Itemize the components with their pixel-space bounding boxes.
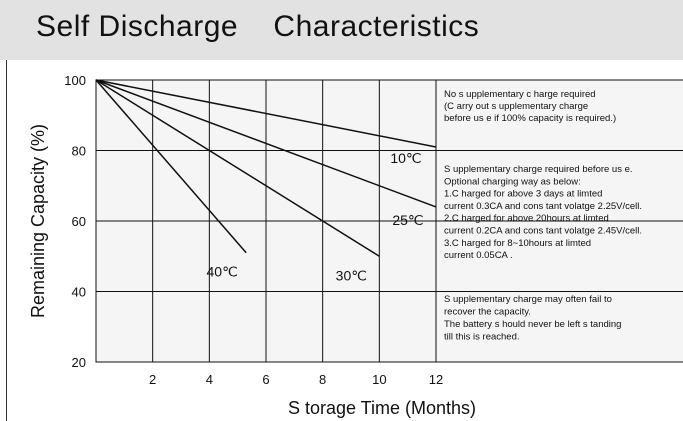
note-2-line-3: till this is reached. [444, 332, 520, 343]
x-tick-label-12: 12 [429, 372, 443, 387]
note-2-line-2: The battery s hould never be left s tand… [444, 319, 621, 330]
y-tick-label-40: 40 [72, 285, 86, 300]
y-axis-title: Remaining Capacity (%) [28, 124, 48, 318]
y-tick-label-20: 20 [72, 355, 86, 370]
note-0-line-2: before us e if 100% capacity is required… [444, 113, 616, 124]
note-2-line-0: S upplementary charge may often fail to [444, 294, 612, 305]
note-1-line-6: 3.C harged for 8~10hours at limted [444, 238, 591, 249]
note-1-line-3: current 0.3CA and cons tant volatge 2.25… [444, 201, 642, 212]
series-line-2 [95, 79, 380, 257]
note-1-line-7: current 0.05CA . [444, 250, 513, 261]
x-tick-label-4: 4 [206, 372, 213, 387]
note-2-line-1: recover the capacity. [444, 307, 531, 318]
x-tick-label-10: 10 [372, 372, 386, 387]
header-band: Self Discharge Characteristics [0, 0, 683, 60]
left-border [6, 60, 7, 421]
x-tick-label-6: 6 [262, 372, 269, 387]
y-tick-label-80: 80 [72, 144, 86, 159]
series-label-1: 25℃ [392, 212, 423, 228]
note-1-line-1: Optional charging way as below: [444, 176, 581, 187]
note-0-line-0: No s upplementary c harge required [444, 89, 596, 100]
note-1-line-5: current 0.2CA and cons tant volatge 2.45… [444, 226, 642, 237]
x-tick-label-8: 8 [319, 372, 326, 387]
note-0-line-1: (C arry out s upplementary charge [444, 101, 588, 112]
series-label-2: 30℃ [336, 267, 367, 283]
series-label-3: 40℃ [207, 264, 238, 280]
page-title: Self Discharge Characteristics [36, 10, 480, 43]
note-1-line-2: 1.C harged for above 3 days at limted [444, 189, 602, 200]
series-line-0 [95, 79, 437, 148]
note-1-line-0: S upplementary charge required before us… [444, 164, 633, 175]
x-axis-title: S torage Time (Months) [288, 398, 476, 418]
x-tick-label-2: 2 [149, 372, 156, 387]
series-line-3 [95, 79, 247, 254]
series-label-0: 10℃ [390, 150, 421, 166]
series-line-1 [95, 79, 437, 208]
note-1-line-4: 2.C harged for above 20hours at limted [444, 213, 609, 224]
y-tick-label-60: 60 [72, 214, 86, 229]
y-tick-label-100: 100 [64, 73, 86, 88]
